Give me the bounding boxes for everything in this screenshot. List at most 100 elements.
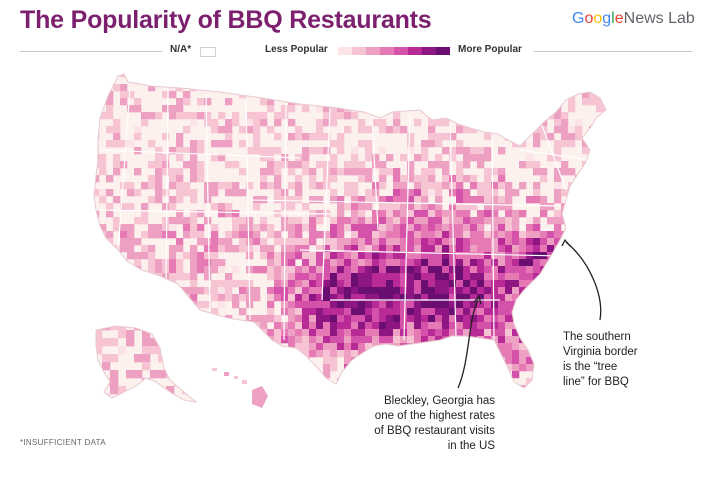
county-cell <box>393 336 401 344</box>
county-cell <box>533 133 541 141</box>
county-cell <box>94 105 100 113</box>
county-cell <box>386 322 394 330</box>
county-cell <box>344 329 352 337</box>
county-cell <box>295 329 303 337</box>
county-cell <box>393 238 401 246</box>
county-cell <box>260 119 268 127</box>
county-cell <box>498 98 506 106</box>
county-cell <box>463 189 471 197</box>
county-cell <box>477 287 485 295</box>
county-cell <box>344 161 352 169</box>
county-cell <box>533 238 541 246</box>
legend-scale-swatch <box>380 47 394 55</box>
county-cell <box>519 350 527 358</box>
county-cell <box>190 364 198 372</box>
county-cell <box>141 74 149 78</box>
county-cell <box>198 354 206 362</box>
county-cell <box>211 322 219 330</box>
county-cell <box>421 364 429 372</box>
county-cell <box>141 280 149 288</box>
county-cell <box>288 336 296 344</box>
county-cell <box>155 231 163 239</box>
county-cell <box>323 371 331 379</box>
county-cell <box>232 119 240 127</box>
county-cell <box>260 182 268 190</box>
county-cell <box>477 259 485 267</box>
county-cell <box>477 224 485 232</box>
county-cell <box>407 217 415 225</box>
county-cell <box>99 238 107 246</box>
county-cell <box>484 315 492 323</box>
county-cell <box>393 217 401 225</box>
county-cell <box>330 252 338 260</box>
county-cell <box>547 245 555 253</box>
county-cell <box>288 133 296 141</box>
county-cell <box>260 98 268 106</box>
county-cell <box>421 91 429 99</box>
county-cell <box>386 329 394 337</box>
county-cell <box>470 224 478 232</box>
county-cell <box>302 315 310 323</box>
county-cell <box>582 287 590 295</box>
legend-scale-swatch <box>436 47 450 55</box>
county-cell <box>351 147 359 155</box>
county-cell <box>99 189 107 197</box>
county-cell <box>372 364 380 372</box>
county-cell <box>589 74 597 78</box>
county-cell <box>393 294 401 302</box>
county-cell <box>239 217 247 225</box>
county-cell <box>113 161 121 169</box>
county-cell <box>323 231 331 239</box>
county-cell <box>491 182 499 190</box>
county-cell <box>365 252 373 260</box>
county-cell <box>176 217 184 225</box>
county-cell <box>491 336 499 344</box>
county-cell <box>589 294 597 302</box>
legend-scale-swatch <box>338 47 352 55</box>
county-cell <box>162 224 170 232</box>
county-cell <box>456 287 464 295</box>
county-cell <box>554 294 562 302</box>
county-cell <box>102 362 111 371</box>
county-cell <box>477 189 485 197</box>
county-cell <box>155 308 163 316</box>
county-cell <box>484 91 492 99</box>
county-cell <box>498 343 506 351</box>
county-cell <box>274 280 282 288</box>
county-cell <box>134 370 143 379</box>
county-cell <box>295 371 303 379</box>
county-cell <box>148 287 156 295</box>
county-cell <box>547 91 555 99</box>
county-cell <box>435 203 443 211</box>
state-border <box>539 119 567 191</box>
county-cell <box>512 98 520 106</box>
county-cell <box>505 196 513 204</box>
county-cell <box>449 154 457 162</box>
county-cell <box>428 91 436 99</box>
county-cell <box>365 224 373 232</box>
county-cell <box>218 238 226 246</box>
county-cell <box>162 259 170 267</box>
county-cell <box>449 147 457 155</box>
county-cell <box>365 357 373 365</box>
county-cell <box>400 189 408 197</box>
county-cell <box>267 336 275 344</box>
county-cell <box>428 280 436 288</box>
county-cell <box>365 301 373 309</box>
county-cell <box>190 231 198 239</box>
county-cell <box>568 273 576 281</box>
county-cell <box>351 294 359 302</box>
county-cell <box>330 280 338 288</box>
county-cell <box>155 154 163 162</box>
county-cell <box>393 182 401 190</box>
county-cell <box>246 84 254 92</box>
county-cell <box>309 231 317 239</box>
county-cell <box>470 231 478 239</box>
county-cell <box>400 217 408 225</box>
county-cell <box>421 245 429 253</box>
county-cell <box>477 231 485 239</box>
county-cell <box>393 343 401 351</box>
county-cell <box>183 371 191 379</box>
county-cell <box>295 322 303 330</box>
county-cell <box>141 203 149 211</box>
